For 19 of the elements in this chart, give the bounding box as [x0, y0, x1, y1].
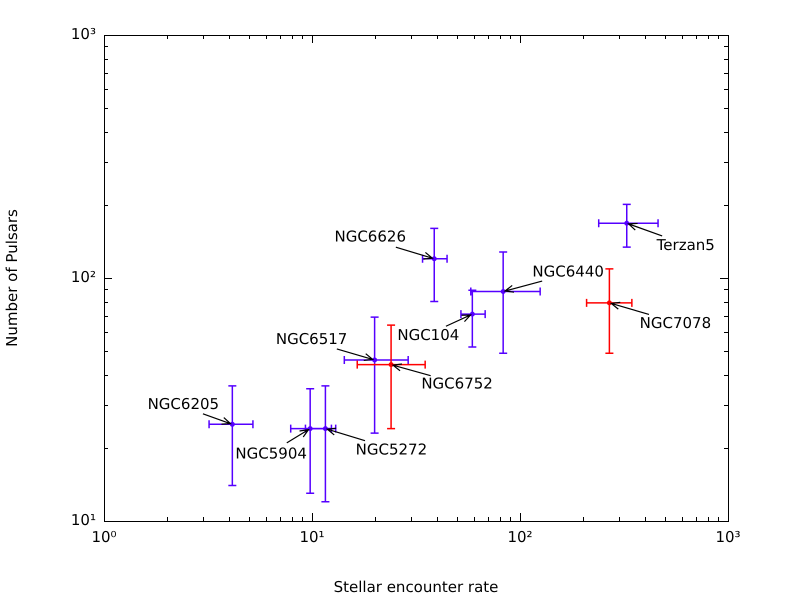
annotation: NGC7078 [640, 314, 712, 332]
y-tick-label: 10³ [70, 24, 96, 43]
annotation: NGC104 [397, 326, 460, 344]
annotation: NGC6752 [421, 374, 493, 393]
annotation: NGC5272 [356, 440, 428, 458]
annotation: NGC6626 [334, 228, 406, 246]
x-tick-label: 10⁰ [91, 528, 117, 546]
y-axis-title: Number of Pulsars [2, 208, 21, 347]
annotation: NGC6440 [532, 262, 604, 280]
annotation: NGC6517 [276, 330, 348, 348]
annotation: Terzan5 [656, 236, 715, 254]
y-tick-label: 10¹ [70, 510, 96, 529]
x-tick-label: 10² [507, 528, 533, 546]
annotation: NGC5904 [235, 444, 307, 462]
x-tick-label: 10³ [715, 528, 741, 546]
y-tick-label: 10² [70, 268, 96, 286]
x-tick-label: 10¹ [299, 528, 325, 546]
x-axis-title: Stellar encounter rate [334, 578, 498, 596]
annotation: NGC6205 [148, 395, 220, 414]
